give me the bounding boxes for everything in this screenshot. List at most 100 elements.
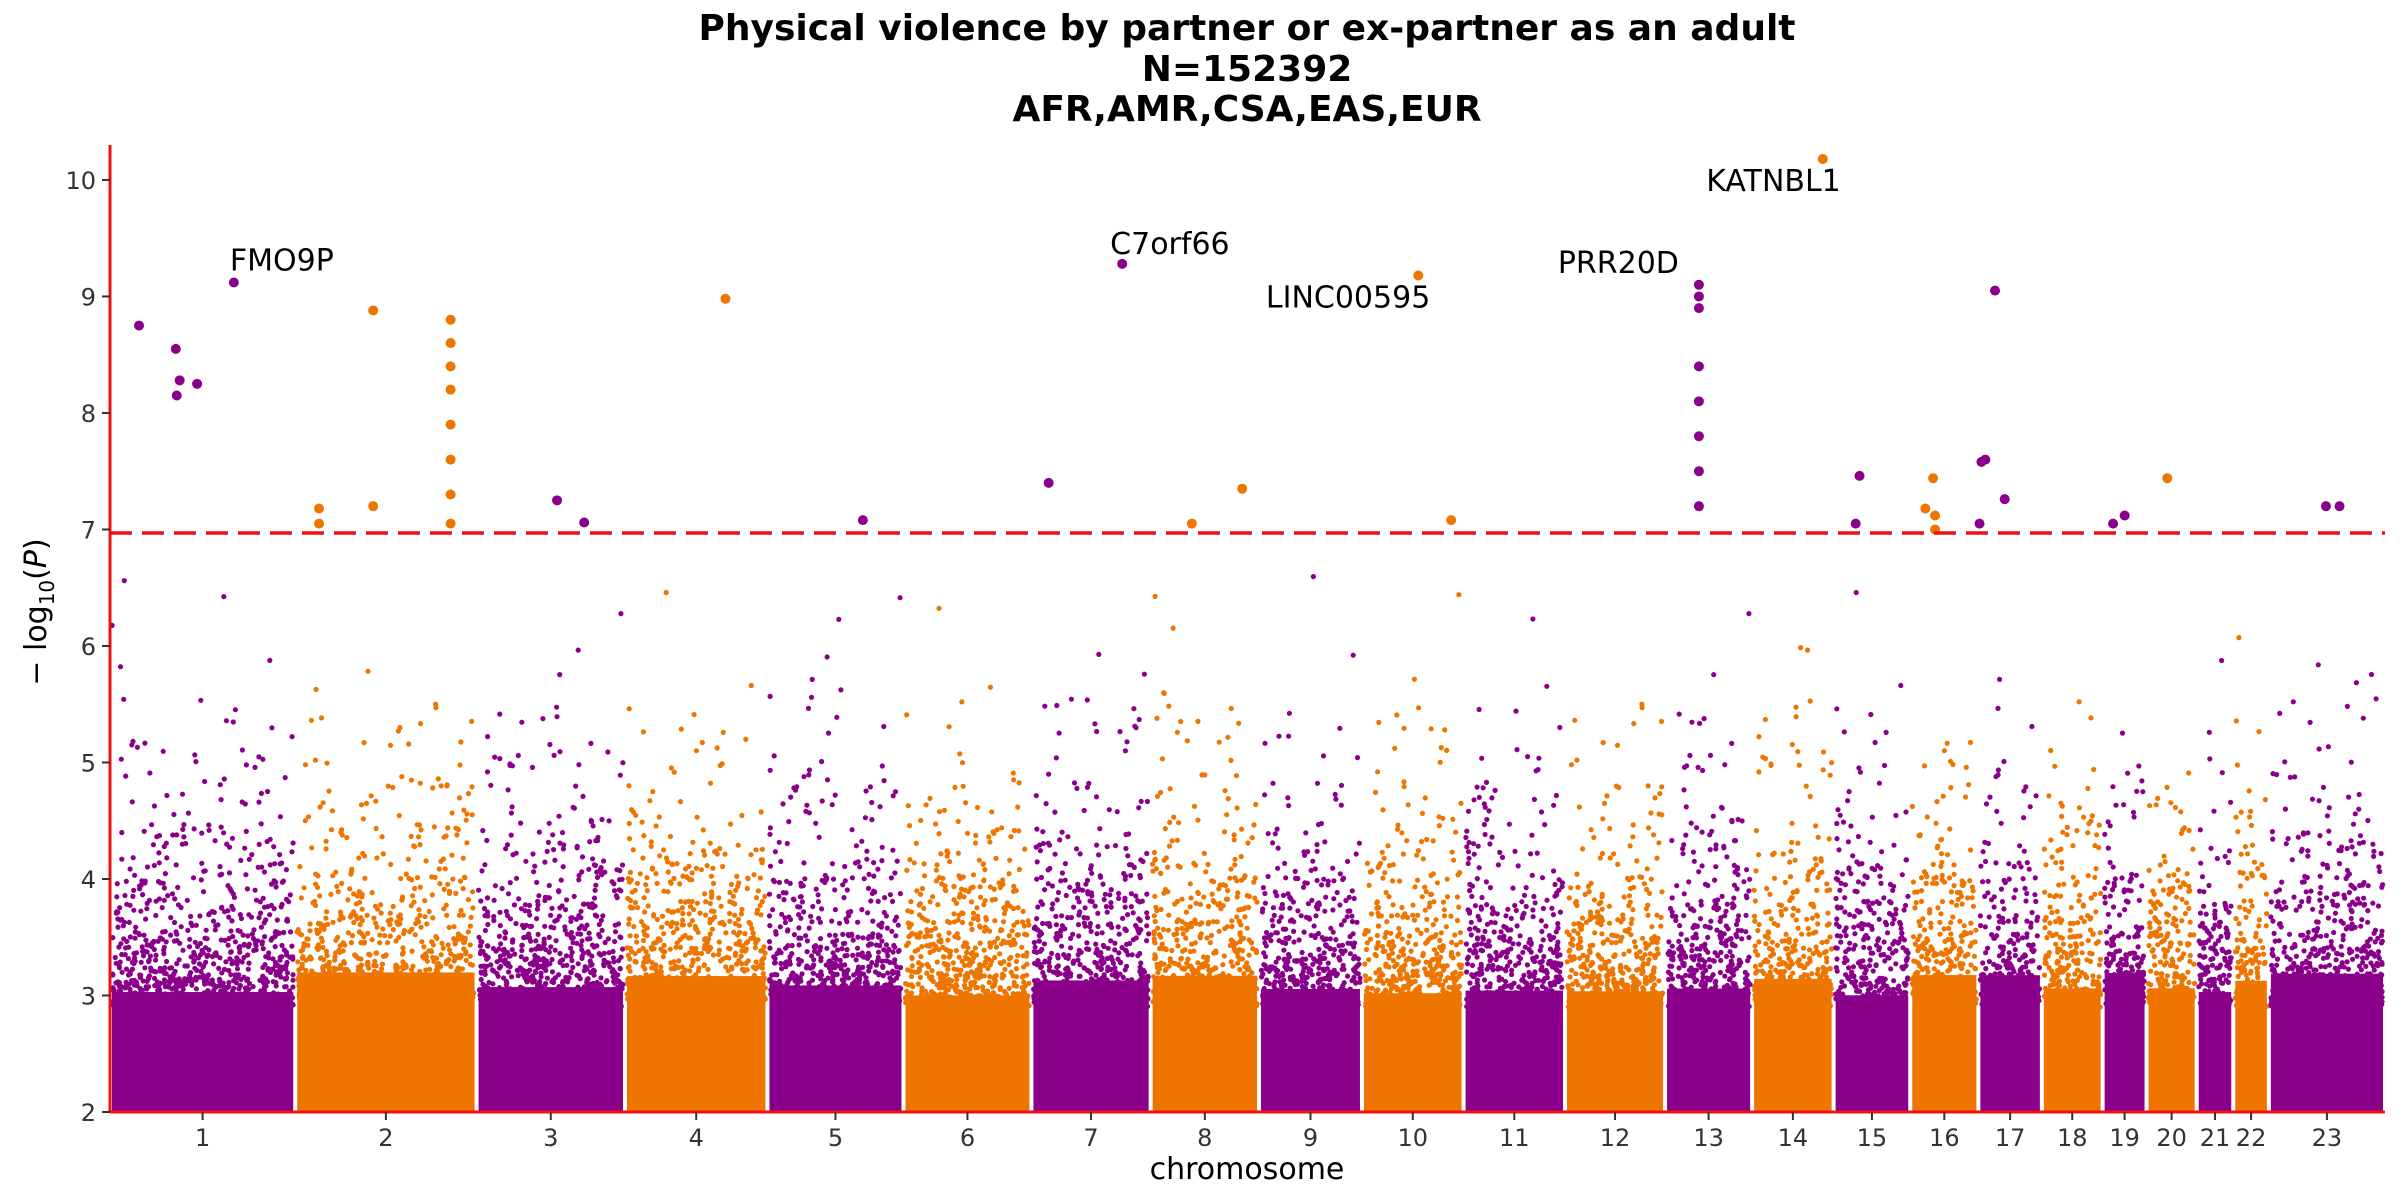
snp-point	[1084, 982, 1090, 988]
snp-point	[129, 998, 135, 1004]
snp-point	[704, 979, 710, 985]
snp-point	[894, 985, 900, 991]
snp-point	[401, 928, 407, 934]
snp-point	[121, 936, 127, 942]
snp-point	[221, 830, 227, 836]
snp-point	[681, 972, 687, 978]
snp-point	[755, 983, 761, 990]
snp-point	[258, 924, 264, 930]
snp-point	[551, 999, 557, 1005]
snp-point	[482, 862, 488, 868]
snp-point	[1074, 785, 1080, 792]
snp-point	[529, 764, 536, 771]
snp-point	[697, 910, 703, 916]
snp-point	[118, 756, 124, 762]
snp-point	[461, 807, 467, 813]
snp-point	[662, 978, 668, 984]
snp-point	[400, 945, 406, 951]
snp-point	[1058, 927, 1064, 933]
snp-point	[552, 947, 558, 953]
snp-point	[322, 971, 328, 977]
snp-point	[271, 878, 277, 884]
snp-point	[1007, 857, 1013, 863]
snp-point	[1022, 931, 1028, 937]
snp-point	[320, 800, 326, 806]
snp-point	[703, 912, 709, 918]
snp-point	[261, 984, 267, 991]
snp-point	[379, 961, 386, 967]
snp-point	[845, 909, 851, 916]
snp-point	[629, 948, 635, 955]
snp-point	[445, 993, 451, 999]
snp-point	[1136, 716, 1142, 723]
snp-point	[733, 887, 739, 894]
snp-point	[1229, 918, 1235, 924]
snp-point	[123, 773, 129, 779]
snp-point	[513, 850, 519, 856]
snp-point	[983, 955, 989, 961]
snp-point	[1151, 849, 1157, 856]
snp-point	[143, 916, 149, 922]
snp-point	[491, 968, 497, 974]
snp-point	[687, 851, 693, 857]
snp-point	[598, 917, 605, 923]
snp-point	[1000, 919, 1007, 925]
snp-point	[446, 983, 452, 989]
snp-point	[574, 843, 580, 850]
snp-point	[368, 793, 374, 799]
snp-point	[174, 961, 180, 967]
snp-point	[690, 959, 696, 965]
snp-point	[972, 994, 978, 1000]
snp-point	[396, 914, 402, 920]
snp-point	[577, 976, 583, 982]
snp-point	[409, 926, 415, 932]
snp-point	[700, 827, 706, 833]
snp-point	[909, 963, 915, 969]
snp-point	[811, 989, 817, 995]
snp-point	[620, 760, 626, 766]
snp-point	[924, 961, 930, 968]
snp-point	[866, 964, 872, 970]
snp-point	[1199, 994, 1205, 1000]
snp-point	[441, 886, 447, 893]
snp-point	[1176, 961, 1182, 967]
snp-point	[826, 932, 833, 938]
snp-point	[1058, 878, 1064, 884]
snp-point	[708, 889, 715, 895]
snp-point	[131, 907, 137, 913]
snp-point	[164, 855, 170, 861]
snp-point	[955, 850, 962, 856]
snp-point	[110, 985, 116, 991]
snp-point	[332, 954, 338, 960]
snp-point	[562, 907, 569, 913]
snp-point	[219, 871, 225, 877]
snp-point	[345, 897, 351, 903]
snp-point	[790, 986, 796, 992]
snp-point	[776, 947, 782, 953]
snp-point	[451, 924, 457, 930]
snp-point	[272, 944, 278, 950]
snp-point	[616, 992, 622, 998]
snp-point	[344, 834, 350, 841]
snp-point	[757, 902, 763, 909]
snp-point	[817, 919, 824, 925]
snp-point	[531, 869, 537, 875]
snp-point	[634, 990, 641, 997]
snp-point	[1097, 978, 1103, 985]
snp-point	[1108, 966, 1114, 973]
snp-point	[424, 921, 430, 927]
snp-point	[181, 822, 187, 828]
snp-point	[1041, 941, 1047, 947]
snp-point	[668, 765, 675, 771]
snp-point	[818, 955, 824, 961]
snp-point	[652, 1003, 658, 1010]
snp-point	[795, 1002, 802, 1009]
snp-point	[590, 856, 596, 862]
snp-point	[237, 983, 243, 989]
snp-point	[176, 977, 182, 983]
snp-point	[981, 947, 987, 953]
snp-point	[258, 821, 264, 827]
snp-point	[1002, 966, 1008, 972]
snp-point	[633, 959, 639, 965]
snp-point	[217, 1003, 223, 1010]
